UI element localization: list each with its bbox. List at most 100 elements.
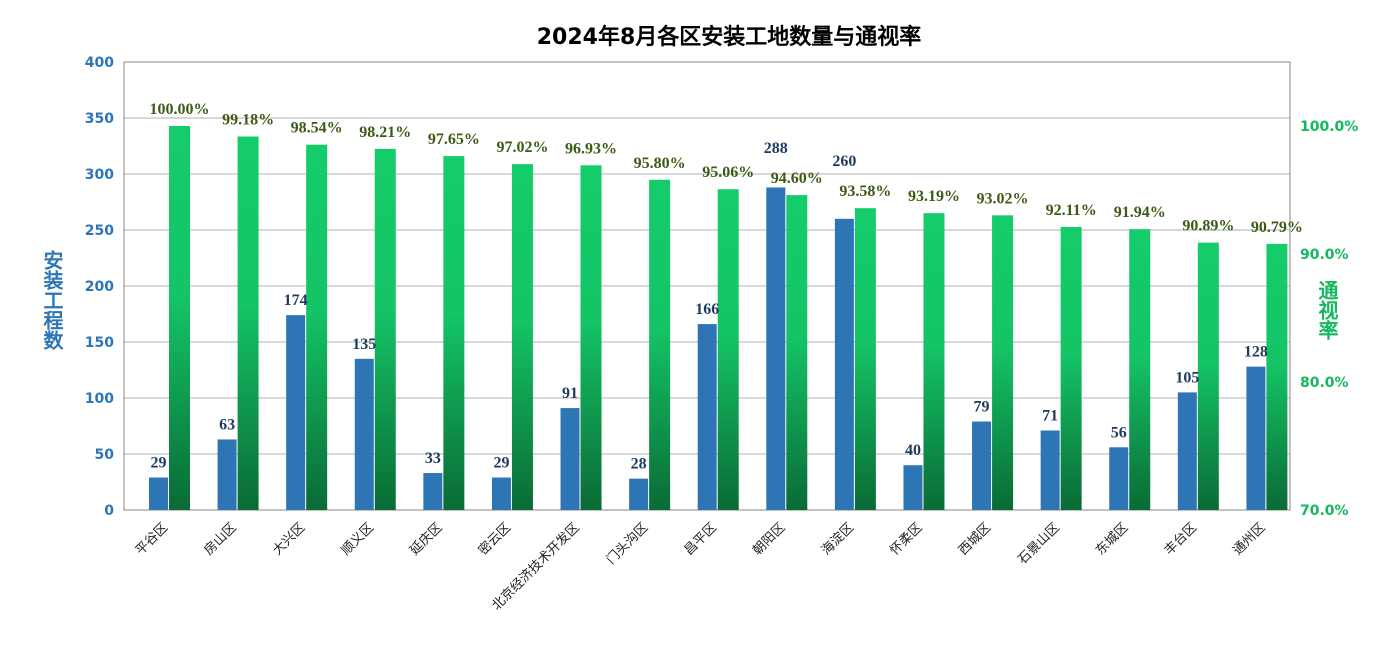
rate-label: 93.58%: [839, 183, 891, 200]
count-label: 28: [631, 456, 647, 473]
bar-rate: [580, 165, 602, 510]
bar-count: [972, 421, 992, 510]
bar-count: [354, 358, 374, 510]
x-tick-label: 延庆区: [407, 520, 445, 558]
bar-rate: [1197, 242, 1219, 510]
y-axis-title-right: 通视率: [1315, 280, 1339, 340]
left-tick-label: 100: [85, 391, 114, 407]
rate-label: 93.19%: [908, 188, 960, 205]
data-labels: 29 100.00% 63 99.18% 174 98.54% 135 98.21% 33 97.…: [150, 101, 1303, 473]
rate-label: 91.94%: [1114, 204, 1166, 221]
x-tick-label: 怀柔区: [887, 520, 925, 558]
bar-count: [1040, 430, 1060, 510]
left-tick-label: 50: [95, 447, 115, 463]
left-tick-label: 0: [104, 503, 114, 519]
rate-label: 95.80%: [634, 155, 686, 172]
left-tick-label: 350: [85, 111, 114, 127]
rate-label: 98.54%: [291, 120, 343, 137]
rate-label: 95.06%: [702, 164, 754, 181]
left-axis: 0 50 100 150 200 250 300 350 400: [85, 55, 114, 519]
bar-rate: [443, 156, 465, 510]
count-label: 33: [425, 450, 441, 467]
rate-label: 90.89%: [1182, 218, 1234, 235]
bar-rate: [854, 208, 876, 510]
count-label: 79: [974, 399, 990, 416]
bar-rate: [1266, 243, 1288, 510]
x-tick-label: 平谷区: [133, 520, 171, 558]
right-axis: 70.0% 80.0% 90.0% 100.0%: [1300, 119, 1358, 519]
bar-count: [1246, 366, 1266, 510]
left-tick-label: 150: [85, 335, 114, 351]
count-label: 29: [493, 455, 509, 472]
x-tick-label: 房山区: [201, 520, 240, 559]
bar-count: [834, 218, 854, 511]
bar-count: [560, 408, 580, 510]
rate-label: 90.79%: [1251, 219, 1303, 236]
bar-rate: [306, 144, 328, 511]
bar-count: [903, 465, 923, 510]
rate-label: 96.93%: [565, 140, 617, 157]
rate-label: 94.60%: [771, 170, 823, 187]
count-label: 135: [352, 336, 376, 353]
x-tick-label: 东城区: [1093, 520, 1131, 558]
left-tick-label: 400: [85, 55, 114, 71]
left-tick-label: 200: [85, 279, 114, 295]
right-tick-label: 100.0%: [1300, 119, 1358, 135]
bar-rate: [169, 126, 190, 510]
rate-label: 98.21%: [359, 124, 411, 141]
bar-count: [286, 315, 306, 510]
bar-rate: [649, 179, 671, 510]
bar-rate: [992, 215, 1014, 510]
left-tick-label: 250: [85, 223, 114, 239]
x-tick-label: 顺义区: [339, 520, 377, 558]
bar-rate: [374, 148, 396, 511]
bar-count: [491, 477, 511, 510]
bar-rate: [1129, 229, 1151, 510]
rate-label: 97.65%: [428, 131, 480, 148]
x-tick-label: 通州区: [1230, 520, 1268, 558]
x-tick-label: 大兴区: [270, 520, 308, 558]
left-tick-label: 300: [85, 167, 114, 183]
rate-label: 99.18%: [222, 111, 274, 128]
x-tick-label: 海淀区: [819, 520, 857, 558]
bars: [149, 126, 1288, 511]
rate-label: 93.02%: [977, 190, 1029, 207]
x-tick-label: 西城区: [956, 520, 994, 558]
bar-count: [629, 478, 649, 510]
rate-label: 100.00%: [150, 101, 210, 118]
rate-label: 92.11%: [1046, 202, 1097, 219]
bar-count: [149, 477, 168, 510]
right-tick-label: 80.0%: [1300, 375, 1349, 391]
x-tick-label: 丰台区: [1162, 520, 1200, 558]
bar-count: [697, 324, 717, 510]
count-label: 71: [1042, 407, 1058, 424]
bar-rate: [1060, 226, 1082, 510]
bar-rate: [511, 164, 533, 511]
count-label: 105: [1175, 369, 1199, 386]
count-label: 91: [562, 385, 578, 402]
count-label: 63: [219, 416, 235, 433]
count-label: 174: [284, 292, 308, 309]
count-label: 56: [1111, 424, 1127, 441]
bar-count: [217, 439, 237, 510]
count-label: 166: [695, 301, 719, 318]
x-tick-label: 石景山区: [1015, 520, 1062, 567]
y-axis-title-left: 安装工程数: [40, 250, 64, 350]
bar-rate: [237, 136, 259, 510]
count-label: 260: [832, 153, 856, 170]
chart-title: 2024年8月各区安装工地数量与通视率: [537, 24, 922, 50]
x-tick-label: 门头沟区: [604, 520, 651, 567]
count-label: 128: [1244, 344, 1268, 361]
x-tick-label: 密云区: [475, 520, 514, 559]
x-tick-label: 昌平区: [682, 520, 720, 558]
count-label: 29: [151, 455, 167, 472]
bar-rate: [923, 213, 945, 510]
bar-rate: [717, 189, 739, 510]
bar-rate: [786, 195, 808, 510]
bar-count: [1177, 392, 1197, 510]
x-tick-label: 朝阳区: [750, 520, 788, 558]
bar-count: [766, 187, 786, 510]
right-tick-label: 90.0%: [1300, 247, 1349, 263]
